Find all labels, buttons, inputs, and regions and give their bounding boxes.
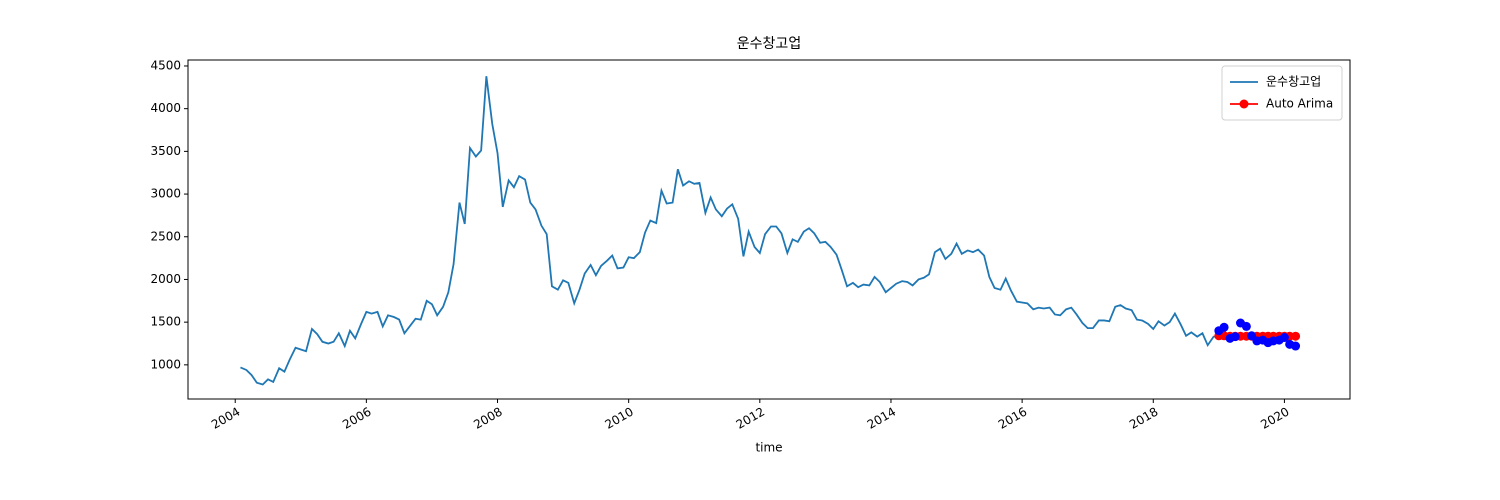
y-tick-label: 3000 bbox=[150, 187, 181, 201]
y-tick-label: 3500 bbox=[150, 144, 181, 158]
series-marker bbox=[1279, 333, 1289, 343]
plot-frame bbox=[187, 59, 1351, 400]
y-tick-label: 1500 bbox=[150, 315, 181, 329]
legend-box bbox=[1221, 65, 1343, 121]
y-tick-label: 1000 bbox=[150, 357, 181, 371]
legend-label: Auto Arima bbox=[1266, 97, 1333, 111]
series-marker bbox=[1230, 332, 1240, 342]
series-marker bbox=[1219, 322, 1229, 332]
x-axis-label: time bbox=[755, 441, 782, 455]
series-line bbox=[240, 76, 1219, 386]
legend-label: 운수창고업 bbox=[1266, 75, 1321, 89]
series-marker bbox=[1241, 321, 1251, 331]
series-marker bbox=[1291, 331, 1301, 341]
series-marker bbox=[1291, 341, 1301, 351]
legend-marker bbox=[1239, 99, 1249, 109]
y-tick-label: 2000 bbox=[150, 272, 181, 286]
y-tick-label: 4000 bbox=[150, 101, 181, 115]
y-tick-label: 4500 bbox=[150, 58, 181, 72]
y-tick-label: 2500 bbox=[150, 229, 181, 243]
chart-title: 운수창고업 bbox=[737, 36, 801, 52]
